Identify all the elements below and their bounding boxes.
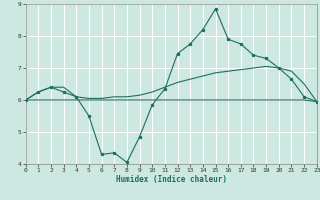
X-axis label: Humidex (Indice chaleur): Humidex (Indice chaleur) <box>116 175 227 184</box>
